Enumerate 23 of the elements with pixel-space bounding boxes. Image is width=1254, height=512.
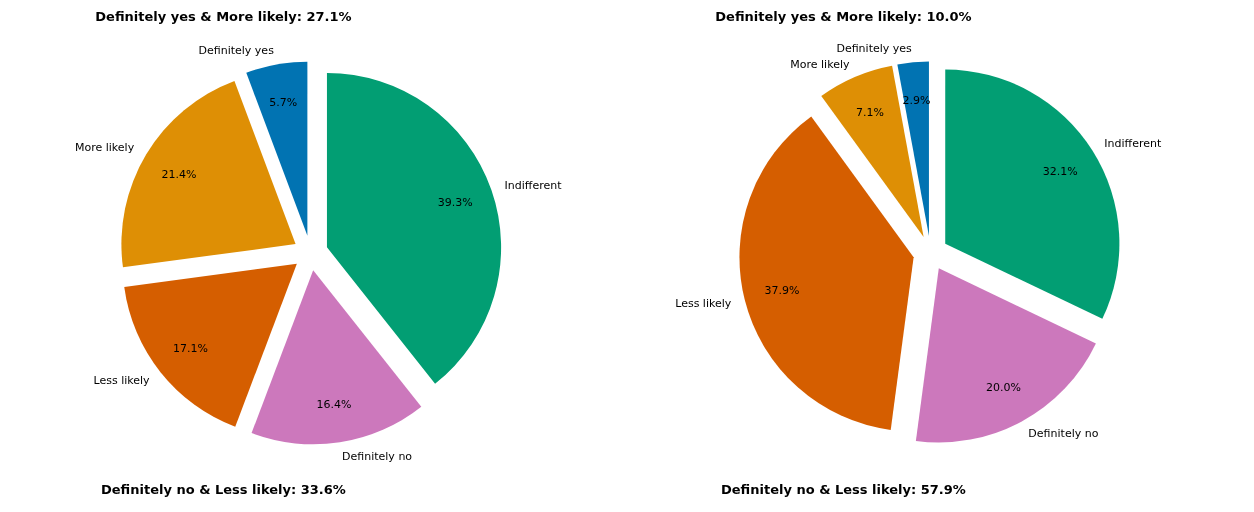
slice-label: More likely: [74, 140, 135, 154]
data-label: 37.9%: [764, 284, 800, 298]
data-label: 17.1%: [173, 341, 208, 355]
text: Definitely no & Less likely: 33.6%: [100, 482, 346, 498]
slice-label: Definitely yes: [198, 44, 275, 58]
slice-label: Less likely: [93, 374, 151, 388]
slice-label: Definitely yes: [836, 41, 913, 55]
slice-label: Indifferent: [1104, 136, 1162, 150]
text: Definitely yes & More likely: 10.0%: [715, 8, 972, 24]
data-label: 5.7%: [269, 95, 298, 109]
slice-label: Definitely no: [342, 449, 413, 463]
text: Definitely yes & More likely: 27.1%: [95, 8, 352, 24]
slice-label: Less likely: [675, 296, 732, 310]
slice-label: Indifferent: [504, 178, 563, 192]
data-label: 21.4%: [161, 167, 197, 181]
slice-label: Definitely no: [1028, 427, 1099, 441]
slice-label: More likely: [790, 57, 850, 71]
data-label: 7.1%: [856, 105, 885, 119]
data-label: 20.0%: [986, 381, 1021, 395]
data-label: 32.1%: [1042, 164, 1078, 178]
text: Definitely no & Less likely: 57.9%: [720, 482, 966, 498]
data-label: 39.3%: [437, 196, 473, 210]
data-label: 16.4%: [316, 397, 352, 411]
